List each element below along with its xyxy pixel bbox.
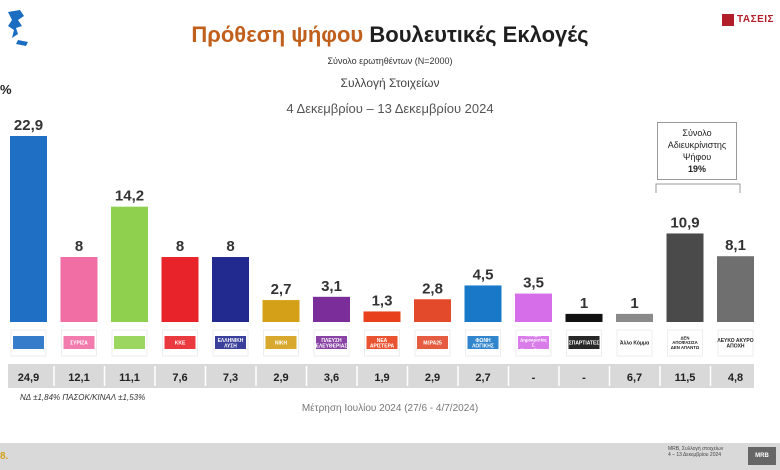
- party-logo-mark-5: [265, 336, 297, 349]
- previous-measurement-label: Μέτρηση Ιουλίου 2024 (27/6 - 4/7/2024): [301, 403, 479, 414]
- value-label-5: 2,7: [271, 281, 292, 298]
- footer-source-line1: MRB, Συλλογή στοιχείων: [668, 446, 724, 452]
- chart-subtitle: Σύνολο ερωτηθέντων (Ν=2000): [327, 56, 453, 66]
- period-label: 4 Δεκεμβρίου – 13 Δεκεμβρίου 2024: [286, 101, 494, 116]
- party-label-11: ΣΠΑΡΤΙΑΤΕΣ: [569, 341, 600, 347]
- brand-logo: ΤΑΣΕΙΣ: [722, 12, 780, 34]
- previous-value-4: 7,3: [223, 372, 238, 384]
- footer-source-line2: 4 – 13 Δεκεμβρίου 2024: [668, 452, 722, 458]
- value-label-1: 8: [75, 238, 83, 255]
- previous-value-3: 7,6: [172, 372, 187, 384]
- value-label-7: 1,3: [372, 292, 393, 309]
- bar-10: [515, 293, 552, 322]
- bar-2: [111, 206, 148, 322]
- footer-logo: MRB: [748, 447, 776, 465]
- undecided-box: Σύνολο Αδιευκρίνιστης Ψήφου 19%: [657, 122, 737, 180]
- party-label-14: ΛΕΥΚΟ ΑΚΥΡΟ ΑΠΟΧΗ: [717, 338, 753, 350]
- footer-source: MRB, Συλλογή στοιχείων 4 – 13 Δεκεμβρίου…: [668, 446, 738, 458]
- value-label-6: 3,1: [321, 278, 342, 295]
- bar-3: [161, 257, 199, 322]
- undecided-bracket: [655, 183, 741, 193]
- bar-11: [565, 313, 603, 322]
- bar-9: [464, 285, 502, 322]
- party-label-4: ΕΛΛΗΝΙΚΗ ΛΥΣΗ: [218, 338, 244, 350]
- bar-0: [10, 136, 47, 322]
- party-label-12: Άλλο Κόμμα: [620, 341, 650, 347]
- greece-map-logo: [0, 8, 34, 52]
- party-label-7: ΝΕΑ ΑΡΙΣΤΕΡΑ: [370, 338, 395, 350]
- bar-14: [717, 256, 754, 322]
- bar-6: [313, 296, 350, 322]
- previous-value-11: -: [582, 372, 586, 384]
- previous-row-background: [8, 364, 754, 388]
- bar-5: [262, 300, 300, 322]
- value-label-12: 1: [630, 295, 638, 312]
- value-label-13: 10,9: [670, 214, 699, 231]
- bar-chart: 22,9 24,9 8 ΣΥΡΙΖΑ 12,1 14,2 11,1 8 ΚΚΕ 7,6 8 ΕΛΛΗΝ…: [10, 117, 754, 386]
- previous-value-10: -: [532, 372, 536, 384]
- undecided-line2: Αδιευκρίνιστης: [667, 140, 727, 150]
- party-logo-14: [717, 329, 754, 357]
- undecided-line3: Ψήφου: [682, 152, 712, 162]
- bar-1: [60, 257, 98, 322]
- value-label-2: 14,2: [115, 188, 144, 205]
- party-label-1: ΣΥΡΙΖΑ: [70, 341, 88, 347]
- party-logo-mark-6: [316, 336, 347, 349]
- party-logo-mark-11: [568, 336, 600, 349]
- previous-value-8: 2,9: [425, 372, 440, 384]
- value-label-8: 2,8: [422, 280, 443, 297]
- undecided-value: 19%: [687, 164, 706, 174]
- value-label-0: 22,9: [14, 117, 43, 134]
- party-logo-mark-1: [63, 336, 95, 349]
- party-label-6: ΠΛΕΥΣΗ ΕΛΕΥΘΕΡΙΑΣ: [316, 338, 348, 350]
- previous-value-1: 12,1: [68, 372, 89, 384]
- party-label-5: ΝΙΚΗ: [275, 341, 288, 347]
- party-label-3: ΚΚΕ: [175, 341, 186, 347]
- party-logo-13: [667, 329, 703, 357]
- party-label-13: ΔΕΝ ΑΠΟΦΑΣΙΣΑ ΔΕΝ ΑΠΑΝΤΩ: [671, 335, 700, 350]
- value-label-9: 4,5: [473, 266, 494, 283]
- value-label-3: 8: [176, 238, 184, 255]
- previous-value-5: 2,9: [273, 372, 288, 384]
- page-number: 8.: [0, 451, 9, 462]
- previous-value-9: 2,7: [475, 372, 490, 384]
- brand-logo-text: ΤΑΣΕΙΣ: [737, 14, 775, 25]
- percent-sign: %: [0, 82, 12, 97]
- value-label-11: 1: [580, 295, 588, 312]
- previous-value-12: 6,7: [627, 372, 642, 384]
- party-logo-mark-10: [518, 336, 549, 349]
- footer-bar: [0, 443, 780, 470]
- bar-4: [212, 257, 249, 322]
- party-label-8: ΜέΡΑ25: [423, 341, 442, 347]
- previous-value-7: 1,9: [374, 372, 389, 384]
- party-logo-mark-9: [467, 336, 499, 349]
- bar-7: [363, 311, 401, 322]
- previous-value-2: 11,1: [119, 372, 140, 384]
- bar-12: [616, 313, 653, 322]
- value-label-4: 8: [226, 238, 234, 255]
- party-logo-mark-7: [366, 336, 398, 349]
- undecided-line1: Σύνολο: [682, 128, 712, 138]
- chart-title: Πρόθεση ψήφου Βουλευτικές Εκλογές: [0, 22, 780, 48]
- title-part2: Βουλευτικές Εκλογές: [369, 22, 589, 47]
- party-logo-mark-2: [114, 336, 145, 349]
- value-label-10: 3,5: [523, 275, 544, 292]
- footnote: ΝΔ ±1,84% ΠΑΣΟΚ/ΚΙΝΑΛ ±1,53%: [20, 393, 146, 402]
- previous-value-6: 3,6: [324, 372, 339, 384]
- party-logo-mark-8: [417, 336, 448, 349]
- party-label-10: Κίνημα Δημοκρατίας Σ. Κασσελάκης: [520, 333, 547, 353]
- party-logo-mark-0: [13, 336, 44, 349]
- collection-label: Συλλογή Στοιχείων: [340, 76, 440, 90]
- value-label-14: 8,1: [725, 237, 746, 254]
- previous-value-14: 4,8: [728, 372, 743, 384]
- party-label-9: ΦΩΝΗ ΛΟΓΙΚΗΣ: [472, 338, 494, 350]
- party-logo-mark-4: [215, 336, 246, 349]
- title-part1: Πρόθεση ψήφου: [191, 22, 364, 47]
- party-logo-12: [616, 329, 653, 357]
- previous-value-0: 24,9: [18, 372, 39, 384]
- bar-8: [414, 299, 451, 322]
- previous-value-13: 11,5: [675, 372, 696, 384]
- bar-13: [666, 233, 704, 322]
- party-logo-mark-3: [164, 336, 196, 349]
